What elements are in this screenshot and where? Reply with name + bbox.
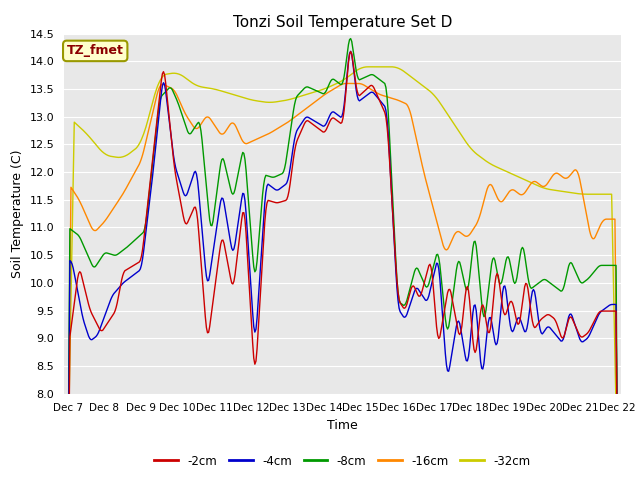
X-axis label: Time: Time: [327, 419, 358, 432]
Text: TZ_fmet: TZ_fmet: [67, 44, 124, 58]
Legend: -2cm, -4cm, -8cm, -16cm, -32cm: -2cm, -4cm, -8cm, -16cm, -32cm: [150, 450, 535, 472]
Y-axis label: Soil Temperature (C): Soil Temperature (C): [11, 149, 24, 278]
Title: Tonzi Soil Temperature Set D: Tonzi Soil Temperature Set D: [233, 15, 452, 30]
